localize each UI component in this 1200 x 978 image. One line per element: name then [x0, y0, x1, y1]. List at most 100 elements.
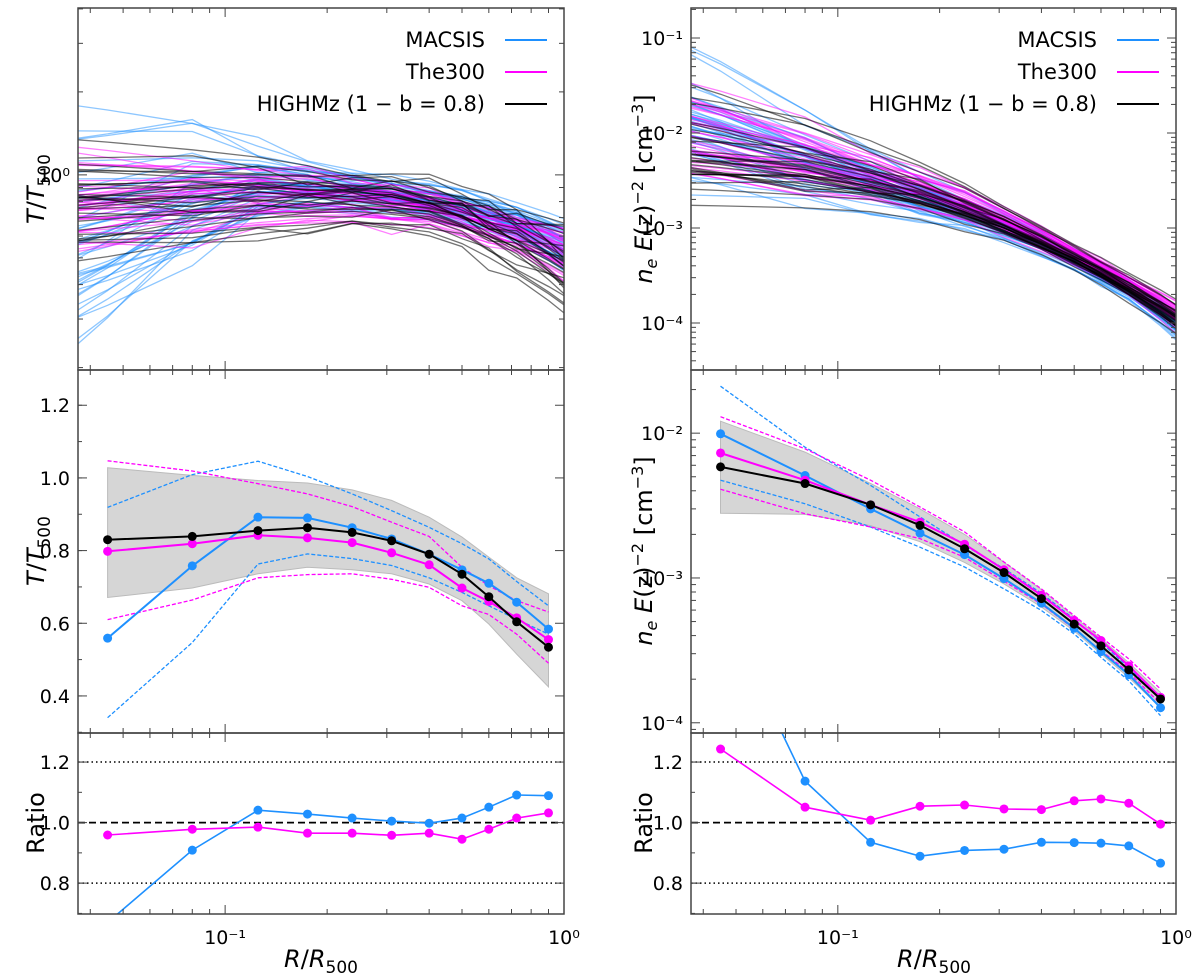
lower-percentile-macsis	[107, 553, 549, 719]
legend-label-highmz: HIGHMz (1 − b = 0.8)	[869, 92, 1097, 116]
ratio-point-the300	[187, 824, 197, 834]
ratio-point-macsis	[999, 844, 1009, 854]
ratio-point-the300	[1069, 796, 1079, 806]
temperature-profiles-plot-area	[78, 105, 564, 345]
ratio-point-macsis	[1036, 837, 1046, 847]
ratio-line-the300	[720, 748, 1161, 825]
ratio-point-the300	[960, 800, 970, 810]
y-tick-label: 10⁻³	[641, 218, 683, 240]
median-point-macsis	[716, 429, 726, 439]
ratio-point-the300	[1036, 805, 1046, 815]
ratio-point-macsis	[103, 918, 112, 927]
upper-percentile-the300	[107, 460, 549, 613]
ratio-point-macsis	[424, 818, 434, 828]
profile-line-macsis	[78, 157, 564, 240]
ratio-point-the300	[999, 804, 1009, 814]
profile-line-the300	[691, 161, 1176, 320]
median-point-macsis	[302, 513, 312, 523]
median-point-highmz	[1124, 665, 1134, 675]
density-median-plot-area	[716, 385, 1166, 717]
density-profiles-plot-area	[691, 46, 1176, 341]
ratio-point-macsis	[387, 816, 397, 826]
y-tick-label: 1.0	[40, 468, 70, 490]
density-ratio-axes: 10⁻¹ 10⁰ 0.8 1.0 1.2	[653, 732, 1192, 949]
median-point-highmz	[512, 617, 522, 627]
ratio-point-macsis	[1124, 841, 1134, 851]
lower-percentile-macsis	[720, 479, 1161, 717]
ratio-point-macsis	[512, 790, 522, 800]
ratio-point-the300	[253, 822, 263, 832]
median-point-macsis	[915, 528, 925, 538]
profile-line-highmz	[78, 200, 564, 262]
legend-label-macsis: MACSIS	[405, 28, 485, 52]
y-tick-label: 1.2	[40, 395, 70, 417]
ratio-point-the300	[103, 830, 113, 840]
ratio-point-the300	[484, 824, 494, 834]
ratio-point-the300	[512, 813, 522, 823]
ratio-point-macsis	[187, 845, 197, 855]
temperature-median-plot-area	[103, 460, 553, 719]
median-point-macsis	[484, 578, 494, 588]
median-point-highmz	[716, 462, 726, 472]
y-tick-label: 0.8	[40, 541, 70, 563]
ratio-point-macsis	[347, 813, 357, 823]
legend-label-highmz: HIGHMz (1 − b = 0.8)	[257, 92, 485, 116]
profile-line-highmz	[78, 181, 564, 262]
y-axis-label-ratio-right: Ratio	[630, 792, 658, 854]
profile-line-highmz	[691, 150, 1176, 319]
upper-percentile-the300	[720, 416, 1161, 690]
profile-line-highmz	[691, 204, 1176, 335]
y-tick-label: 10⁻⁴	[641, 313, 683, 335]
y-tick-label: 0.8	[40, 873, 70, 895]
median-point-the300	[302, 533, 312, 543]
ratio-point-the300	[457, 834, 467, 844]
ratio-point-the300	[800, 802, 810, 812]
ratio-point-macsis	[543, 791, 553, 801]
ratio-point-the300	[347, 828, 357, 838]
median-point-highmz	[253, 526, 263, 536]
profile-line-highmz	[78, 180, 564, 271]
ratio-point-macsis	[253, 805, 263, 815]
profile-line-highmz	[691, 160, 1176, 321]
profile-line-highmz	[78, 183, 564, 258]
profile-line-the300	[78, 206, 564, 275]
y-tick-label: 10⁰	[38, 165, 70, 187]
profile-line-highmz	[78, 220, 564, 304]
ratio-point-macsis	[866, 837, 876, 847]
median-point-highmz	[187, 531, 197, 541]
ratio-point-macsis	[915, 851, 925, 861]
median-point-highmz	[866, 500, 876, 510]
y-tick-label: 10⁻³	[641, 568, 683, 590]
temperature-ratio-axes: 10⁻¹ 10⁰ 0.8 1.0 1.2	[40, 732, 580, 949]
ratio-point-macsis	[1096, 838, 1106, 848]
profile-line-macsis	[691, 118, 1176, 331]
highmz-scatter-band	[107, 467, 549, 689]
y-tick-label: 1.2	[653, 752, 683, 774]
profile-line-the300	[78, 192, 564, 253]
temperature-median-panel: 0.4 0.6 0.8 1.0 1.2	[40, 369, 565, 734]
profile-line-highmz	[78, 222, 564, 279]
median-point-the300	[424, 560, 434, 570]
ratio-point-the300	[302, 828, 312, 838]
x-axis-label-left: R/R500	[284, 945, 358, 978]
y-tick-label: 0.8	[653, 873, 683, 895]
y-tick-label: 10⁻¹	[641, 28, 683, 50]
profile-line-highmz	[78, 168, 564, 235]
legend-label-macsis: MACSIS	[1017, 28, 1097, 52]
density-median-panel: 10⁻² 10⁻³ 10⁻⁴	[641, 369, 1177, 735]
median-point-highmz	[1069, 619, 1079, 629]
profile-line-highmz	[78, 206, 564, 284]
median-point-highmz	[800, 479, 810, 489]
ratio-point-the300	[1124, 798, 1134, 808]
median-point-highmz	[302, 523, 312, 533]
median-point-highmz	[457, 569, 467, 579]
ratio-point-the300	[387, 830, 397, 840]
profile-line-highmz	[691, 102, 1176, 306]
median-point-macsis	[103, 633, 113, 643]
ratio-line-macsis	[116, 794, 549, 914]
density-profiles-axes: 10⁻¹ 10⁻² 10⁻³ 10⁻⁴	[641, 7, 1177, 371]
median-point-the300	[543, 635, 553, 645]
legend-label-the300: The300	[1017, 60, 1097, 84]
median-point-highmz	[424, 549, 434, 559]
